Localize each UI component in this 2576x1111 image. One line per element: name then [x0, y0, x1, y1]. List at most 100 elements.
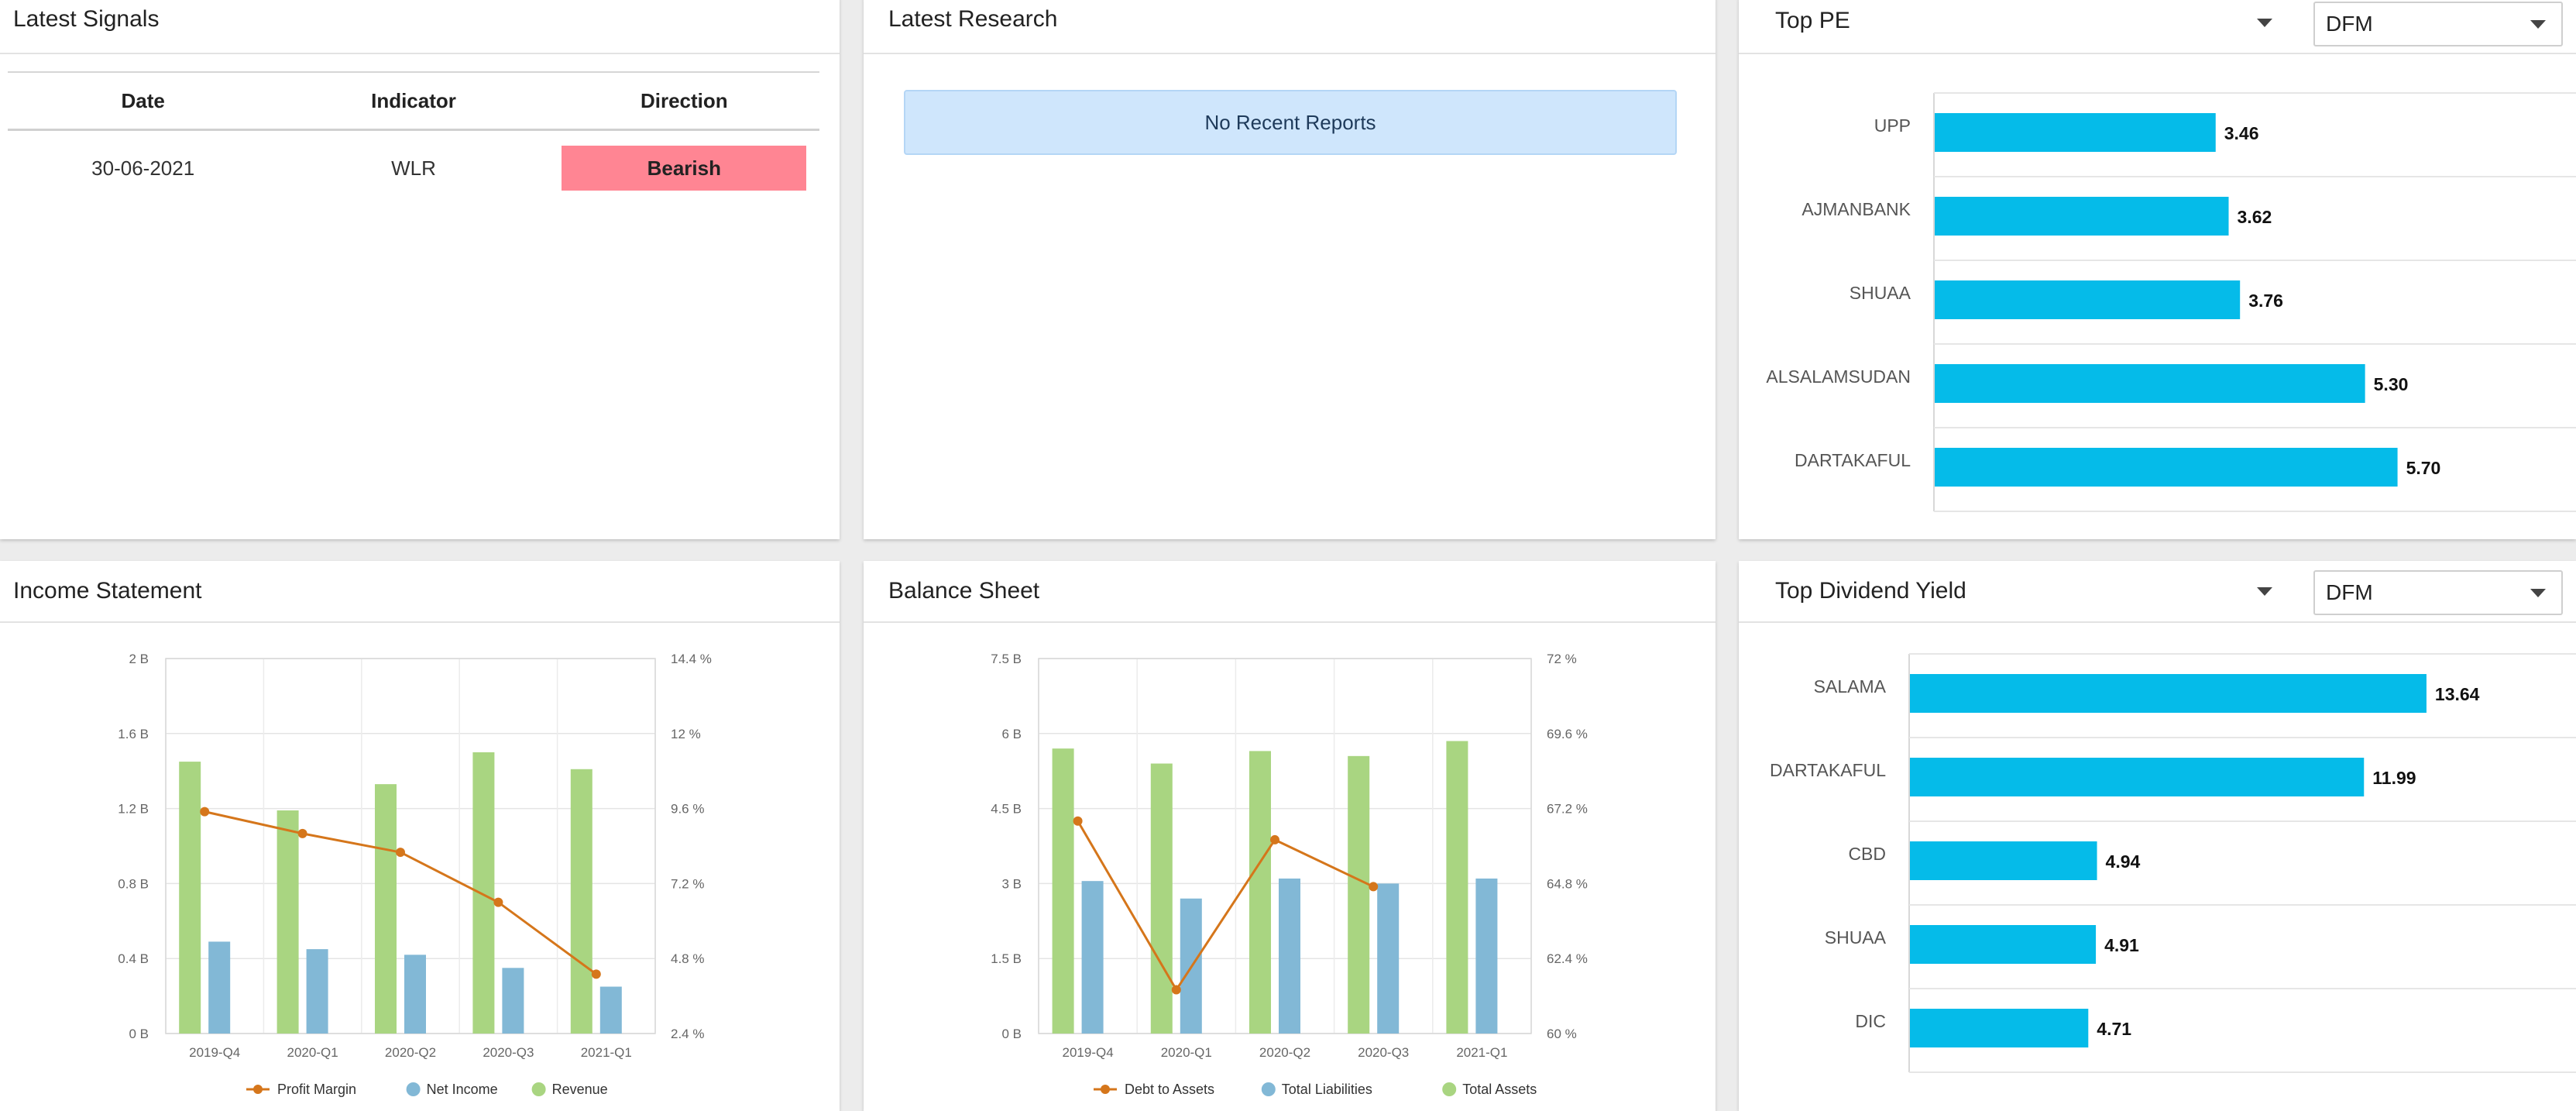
table-row[interactable]: 30-06-2021 WLR Bearish: [8, 131, 819, 205]
balance-sheet-chart: 0 B 60 % 1.5 B 62.4 % 3 B 64.8 % 4.5 B 67.2 % 6 …: [991, 652, 1588, 1097]
income-statement-chart: 0 B 2.4 % 0.4 B 4.8 % 0.8 B 7.2 % 1.2 B 9.6 % 1.…: [118, 652, 712, 1097]
line-point: [493, 897, 503, 907]
bar-total-assets: [1150, 763, 1173, 1034]
line-point: [1369, 882, 1379, 892]
column-header[interactable]: Indicator: [371, 88, 456, 112]
signal-date: 30-06-2021: [91, 156, 195, 180]
line-point: [1171, 985, 1181, 995]
bar: [1910, 1009, 2089, 1047]
y-tick-label: 1.6 B: [118, 727, 149, 741]
data-label: 3.76: [2248, 291, 2283, 311]
x-tick-label: 2020-Q2: [1259, 1045, 1310, 1060]
signal-direction: Bearish: [549, 146, 819, 191]
category-label: ALSALAMSUDAN: [1766, 366, 1911, 387]
bar: [1935, 280, 2241, 319]
category-label: UPP: [1874, 115, 1911, 136]
exchange-select-value: DFM: [2326, 12, 2373, 36]
line-point: [396, 848, 405, 858]
line-point: [1270, 834, 1279, 844]
y-tick-label: 1.5 B: [991, 951, 1022, 966]
y2-tick-label: 4.8 %: [671, 951, 704, 966]
x-tick-label: 2019-Q4: [189, 1045, 240, 1060]
category-label: DARTAKAFUL: [1770, 760, 1886, 780]
line-point: [1073, 816, 1083, 826]
bar-total-assets: [1348, 755, 1370, 1034]
y2-tick-label: 67.2 %: [1547, 802, 1588, 817]
bar-net-income: [208, 941, 231, 1034]
column-header[interactable]: Date: [121, 88, 165, 112]
y2-tick-label: 62.4 %: [1547, 951, 1588, 966]
no-reports-message: No Recent Reports: [904, 90, 1677, 155]
bar-total-liabilities: [1279, 878, 1300, 1034]
panel-header: Balance Sheet: [864, 561, 1716, 623]
x-tick-label: 2020-Q1: [1161, 1045, 1212, 1060]
panel-header: Latest Signals: [0, 0, 840, 54]
panel-title: Balance Sheet: [888, 578, 1040, 604]
category-label: DIC: [1855, 1011, 1886, 1031]
x-tick-label: 2020-Q3: [483, 1045, 534, 1060]
bar: [1935, 113, 2216, 152]
bar-net-income: [502, 968, 524, 1034]
metric-dropdown-icon[interactable]: [2257, 587, 2272, 596]
exchange-select[interactable]: DFM: [2313, 570, 2563, 615]
x-tick-label: 2019-Q4: [1063, 1045, 1114, 1060]
panel-header: Top PE DFM: [1739, 0, 2576, 54]
exchange-select[interactable]: DFM: [2313, 2, 2563, 46]
chevron-down-icon: [2530, 589, 2546, 597]
line-point: [200, 807, 210, 817]
bar: [1910, 758, 2365, 796]
bar-total-liabilities: [1475, 878, 1498, 1034]
bar: [1910, 841, 2097, 880]
bar-net-income: [306, 949, 328, 1034]
bar-net-income: [404, 954, 426, 1034]
signal-indicator: WLR: [391, 156, 436, 180]
bar-total-liabilities: [1377, 883, 1400, 1034]
y2-tick-label: 69.6 %: [1547, 727, 1588, 741]
exchange-select-value: DFM: [2326, 580, 2373, 604]
chevron-down-icon: [2530, 20, 2546, 29]
bar: [1910, 925, 2097, 964]
y2-tick-label: 14.4 %: [671, 652, 712, 666]
data-label: 4.91: [2104, 935, 2139, 955]
y-tick-label: 0 B: [1001, 1027, 1022, 1041]
balance-sheet-panel: Balance Sheet 0 B 60 % 1.5 B 62.4 % 3 B 64.8 …: [864, 561, 1716, 1111]
bar-net-income: [599, 986, 622, 1034]
y-tick-label: 6 B: [1001, 727, 1022, 741]
panel-header: Income Statement: [0, 561, 840, 623]
data-label: 5.70: [2406, 458, 2441, 478]
bar-total-liabilities: [1081, 881, 1104, 1034]
legend-label: Revenue: [552, 1082, 608, 1097]
table-header: Date Indicator Direction: [8, 71, 819, 131]
bar: [1935, 364, 2365, 403]
y-tick-label: 1.2 B: [118, 802, 149, 817]
y-tick-label: 7.5 B: [991, 652, 1022, 666]
top-dividend-panel: Top Dividend Yield DFM SALAMA 13.64 DARTAK…: [1739, 561, 2576, 1111]
legend-label: Total Liabilities: [1282, 1082, 1372, 1097]
bar-revenue: [179, 762, 201, 1034]
legend-label: Debt to Assets: [1125, 1082, 1214, 1097]
category-label: SALAMA: [1814, 676, 1887, 697]
legend-marker-icon: [1101, 1085, 1110, 1094]
category-label: DARTAKAFUL: [1795, 450, 1911, 470]
top-pe-panel: Top PE DFM UPP 3.46 AJMANBANK 3.62 SHUAA 3.76…: [1739, 0, 2576, 539]
y2-tick-label: 2.4 %: [671, 1027, 704, 1041]
latest-research-panel: Latest Research No Recent Reports: [864, 0, 1716, 539]
bar-total-assets: [1052, 748, 1074, 1034]
signals-table: Date Indicator Direction 30-06-2021 WLR …: [8, 71, 819, 205]
column-header[interactable]: Direction: [640, 88, 728, 112]
income-statement-panel: Income Statement 0 B 2.4 % 0.4 B 4.8 % 0.8 B…: [0, 561, 840, 1111]
y2-tick-label: 72 %: [1547, 652, 1577, 666]
y2-tick-label: 60 %: [1547, 1027, 1577, 1041]
y2-tick-label: 9.6 %: [671, 802, 704, 817]
bar-revenue: [375, 784, 397, 1034]
legend-label: Total Assets: [1462, 1082, 1537, 1097]
panel-title: Latest Research: [888, 6, 1058, 32]
x-tick-label: 2020-Q2: [385, 1045, 436, 1060]
panel-header: Latest Research: [864, 0, 1716, 54]
data-label: 3.62: [2238, 207, 2272, 227]
line-point: [591, 969, 601, 979]
bar-total-assets: [1249, 751, 1271, 1034]
bar: [1935, 197, 2229, 236]
legend-marker-icon: [406, 1082, 421, 1096]
metric-dropdown-icon[interactable]: [2257, 19, 2272, 27]
